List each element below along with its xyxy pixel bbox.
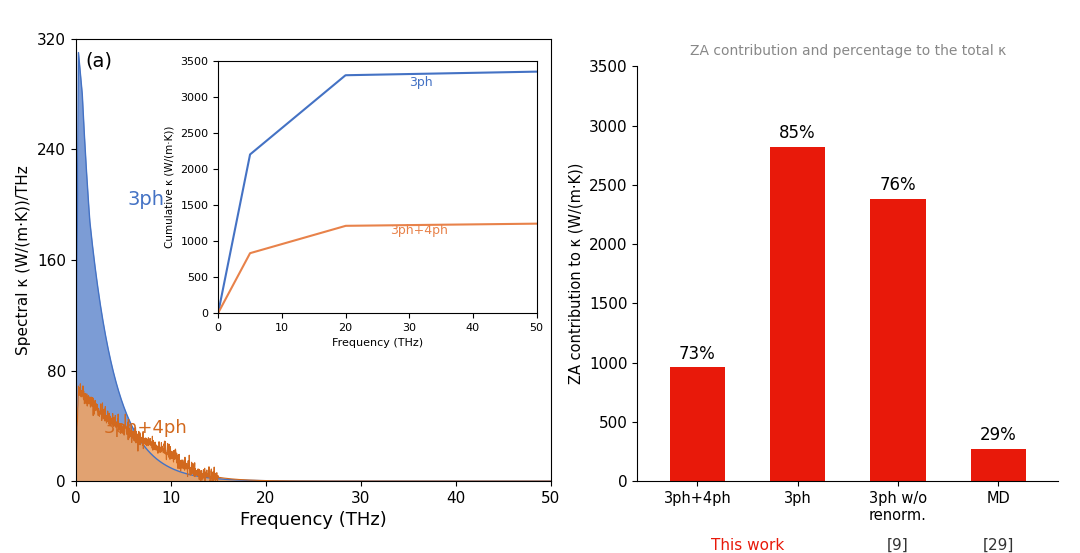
Text: 76%: 76% bbox=[879, 176, 916, 194]
Y-axis label: Spectral κ (W/(m·K))/THz: Spectral κ (W/(m·K))/THz bbox=[16, 165, 31, 355]
Text: 85%: 85% bbox=[780, 124, 816, 142]
Text: (a): (a) bbox=[85, 52, 112, 71]
Text: 73%: 73% bbox=[679, 345, 716, 363]
Title: ZA contribution and percentage to the total κ: ZA contribution and percentage to the to… bbox=[690, 44, 1005, 58]
Text: 3ph+4ph: 3ph+4ph bbox=[104, 419, 188, 437]
Text: This work: This work bbox=[711, 538, 784, 553]
Bar bbox=[870, 199, 926, 481]
Bar bbox=[770, 147, 825, 481]
Text: 3ph: 3ph bbox=[127, 190, 165, 208]
X-axis label: Frequency (THz): Frequency (THz) bbox=[240, 512, 387, 529]
Bar bbox=[971, 449, 1026, 481]
Y-axis label: ZA contribution to κ (W/(m·K)): ZA contribution to κ (W/(m·K)) bbox=[568, 163, 583, 384]
Text: 29%: 29% bbox=[980, 426, 1016, 445]
Bar bbox=[670, 367, 725, 481]
Text: [29]: [29] bbox=[983, 538, 1014, 553]
Text: [9]: [9] bbox=[887, 538, 908, 553]
